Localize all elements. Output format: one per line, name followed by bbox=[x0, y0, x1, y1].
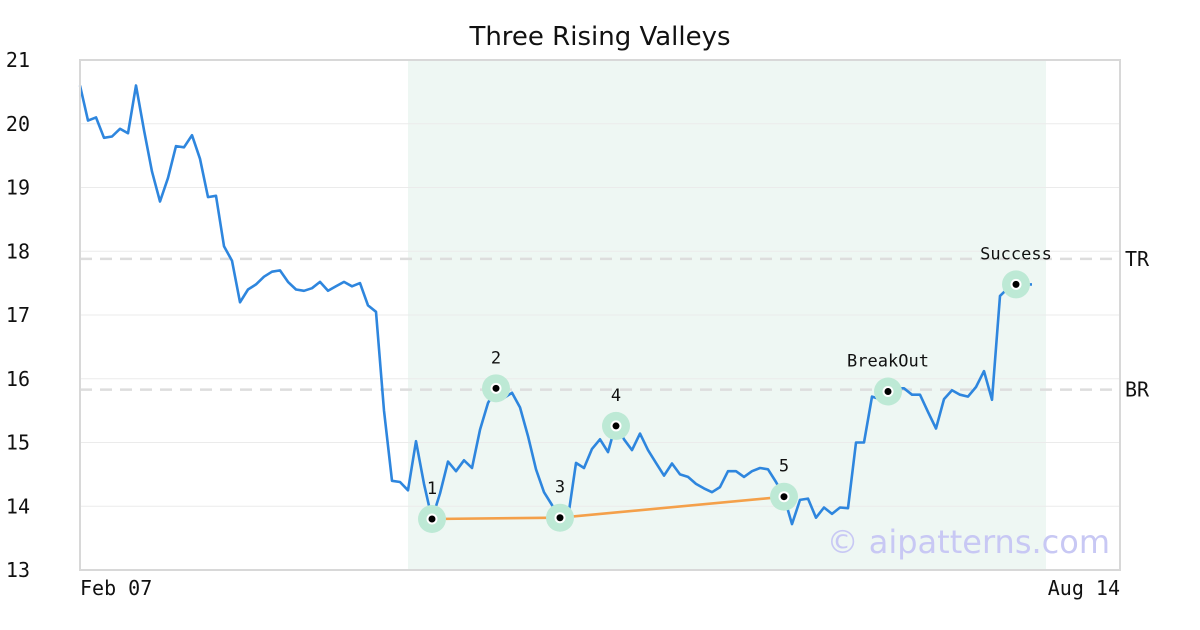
y-tick-label: 13 bbox=[6, 558, 30, 582]
point-dot bbox=[884, 388, 892, 395]
y-tick-label: 20 bbox=[6, 112, 30, 136]
chart-title: Three Rising Valleys bbox=[469, 22, 731, 52]
point-dot bbox=[612, 422, 620, 430]
point-label: 5 bbox=[779, 457, 789, 477]
point-label: 4 bbox=[611, 386, 621, 406]
point-dot bbox=[428, 515, 436, 523]
x-tick-label: Aug 14 bbox=[1048, 576, 1120, 600]
y-tick-label: 16 bbox=[6, 367, 30, 391]
y-tick-label: 15 bbox=[6, 431, 30, 455]
point-label: 2 bbox=[491, 348, 501, 368]
level-label: TR bbox=[1125, 247, 1150, 271]
y-tick-label: 21 bbox=[6, 48, 30, 72]
y-tick-label: 17 bbox=[6, 303, 30, 327]
point-dot bbox=[556, 514, 564, 522]
level-label: BR bbox=[1125, 378, 1150, 402]
y-tick-label: 18 bbox=[6, 239, 30, 263]
plot-frame bbox=[79, 59, 1121, 571]
point-label: BreakOut bbox=[847, 352, 929, 372]
point-dot bbox=[780, 493, 788, 501]
y-tick-label: 14 bbox=[6, 494, 30, 518]
point-label: 1 bbox=[427, 479, 437, 499]
point-label: 3 bbox=[555, 478, 565, 498]
point-dot bbox=[1012, 280, 1020, 288]
watermark: © aipatterns.com bbox=[827, 523, 1110, 561]
point-label: Success bbox=[980, 244, 1052, 264]
y-tick-label: 19 bbox=[6, 176, 30, 200]
x-tick-label: Feb 07 bbox=[80, 576, 152, 600]
point-dot bbox=[492, 384, 500, 392]
